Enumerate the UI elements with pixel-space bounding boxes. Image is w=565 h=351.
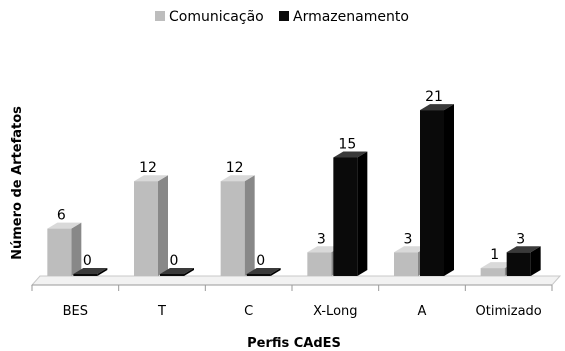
data-labels-group: 6 0 12 0 12 0 3 15 3 21 1 3 [57, 89, 525, 269]
bar-armazenamento-x-long [333, 151, 368, 276]
data-label-comunica-o-x-long: 3 [317, 231, 326, 247]
bar-side-face [530, 246, 541, 276]
bar-top-face [220, 175, 255, 182]
bar-armazenamento-a [420, 104, 454, 276]
bar-side-face [71, 222, 82, 276]
bar-front-face [220, 181, 245, 276]
data-label-comunica-o-a: 3 [404, 231, 413, 247]
legend-swatch-comunicacao [155, 11, 165, 21]
x-tick-label-c: C [244, 304, 253, 319]
data-label-armazenamento-bes: 0 [83, 253, 92, 269]
bar-top-face [134, 175, 168, 182]
bar-side-face [444, 104, 454, 276]
y-axis-title: Número de Artefatos [10, 106, 25, 260]
bar-side-face [97, 268, 108, 276]
x-tick-label-x-long: X-Long [313, 304, 357, 319]
data-label-comunica-o-otimizado: 1 [490, 247, 499, 263]
bars-group [47, 104, 541, 276]
bar-front-face [246, 274, 271, 276]
x-ticks-group: BES T C X-Long A Otimizado [31, 285, 553, 319]
x-tick-label-t: T [157, 304, 166, 319]
bar-side-face [184, 268, 194, 276]
bar-side-face [357, 151, 368, 276]
data-label-armazenamento-x-long: 15 [338, 137, 356, 153]
bar-front-face [506, 252, 531, 276]
bar-top-face [160, 268, 194, 274]
bar-top-face [333, 151, 368, 158]
data-label-armazenamento-a: 21 [425, 89, 443, 105]
bar-side-face [270, 268, 281, 276]
bar-top-face [73, 268, 108, 274]
bar-top-face [307, 246, 342, 253]
bar-front-face [47, 228, 72, 276]
data-label-armazenamento-c: 0 [256, 253, 265, 269]
legend-swatch-armazenamento [279, 11, 289, 21]
chart-floor [30, 275, 562, 286]
bar-front-face [394, 252, 418, 276]
data-label-comunica-o-c: 12 [226, 160, 244, 176]
bar-top-face [47, 222, 82, 229]
bar-top-face [480, 262, 515, 269]
bar-comunica-o-t [134, 175, 168, 276]
data-label-comunica-o-t: 12 [139, 160, 157, 176]
bar-side-face [244, 175, 255, 276]
bar-armazenamento-t [160, 268, 194, 276]
bar-front-face [420, 110, 444, 276]
bar-armazenamento-c [246, 268, 281, 276]
bar-front-face [307, 252, 332, 276]
bar-comunica-o-bes [47, 222, 82, 276]
bar-top-face [246, 268, 281, 274]
legend-label-armazenamento: Armazenamento [293, 9, 409, 25]
legend: Comunicação Armazenamento [155, 9, 409, 25]
bar-top-face [506, 246, 541, 253]
bar-front-face [160, 274, 184, 276]
x-axis-title: Perfis CAdES [247, 336, 341, 351]
x-tick-label-a: A [418, 304, 427, 319]
bar-front-face [333, 157, 358, 276]
data-label-armazenamento-otimizado: 3 [516, 231, 525, 247]
bar-armazenamento-bes [73, 268, 108, 276]
bar-front-face [73, 274, 98, 276]
bar-side-face [158, 175, 168, 276]
x-tick-label-otimizado: Otimizado [476, 304, 542, 319]
data-label-armazenamento-t: 0 [170, 253, 179, 269]
bar-front-face [480, 268, 505, 276]
data-label-comunica-o-bes: 6 [57, 208, 66, 224]
legend-label-comunicacao: Comunicação [169, 9, 264, 25]
bar-armazenamento-otimizado [506, 246, 541, 276]
bar-front-face [134, 181, 158, 276]
bar-comunica-o-c [220, 175, 255, 276]
bar-top-face [420, 104, 454, 111]
bar-top-face [394, 246, 428, 253]
x-tick-label-bes: BES [63, 304, 88, 319]
